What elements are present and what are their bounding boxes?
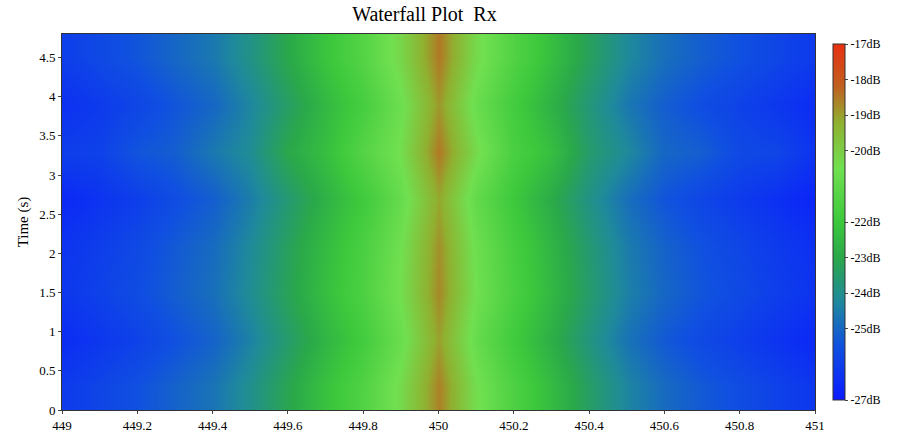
svg-text:-18dB: -18dB	[850, 73, 880, 87]
svg-text:Waterfall Plot Rx: Waterfall Plot Rx	[352, 3, 496, 25]
svg-text:450.4: 450.4	[574, 418, 604, 433]
svg-text:-23dB: -23dB	[850, 251, 880, 265]
svg-text:-22dB: -22dB	[850, 215, 880, 229]
svg-text:449.8: 449.8	[349, 418, 378, 433]
svg-text:0.5: 0.5	[39, 363, 55, 378]
svg-text:Time (s): Time (s)	[15, 197, 32, 248]
svg-text:449: 449	[52, 418, 72, 433]
svg-text:449.6: 449.6	[273, 418, 303, 433]
svg-text:-27dB: -27dB	[850, 393, 880, 407]
svg-text:3: 3	[49, 168, 56, 183]
svg-text:450: 450	[429, 418, 449, 433]
svg-text:4.5: 4.5	[39, 50, 55, 65]
svg-text:2: 2	[49, 246, 56, 261]
svg-text:-24dB: -24dB	[850, 286, 880, 300]
svg-text:451: 451	[805, 418, 825, 433]
svg-text:-19dB: -19dB	[850, 108, 880, 122]
svg-text:1: 1	[49, 324, 56, 339]
svg-text:-20dB: -20dB	[850, 144, 880, 158]
svg-text:2.5: 2.5	[39, 207, 55, 222]
svg-text:0: 0	[49, 403, 56, 418]
svg-text:1.5: 1.5	[39, 285, 55, 300]
svg-text:449.2: 449.2	[123, 418, 152, 433]
svg-text:450.6: 450.6	[650, 418, 680, 433]
svg-text:449.4: 449.4	[198, 418, 228, 433]
svg-text:450.8: 450.8	[725, 418, 754, 433]
svg-text:-25dB: -25dB	[850, 322, 880, 336]
svg-text:3.5: 3.5	[39, 128, 55, 143]
svg-text:450.2: 450.2	[499, 418, 528, 433]
svg-text:-17dB: -17dB	[850, 37, 880, 51]
svg-text:4: 4	[49, 89, 56, 104]
